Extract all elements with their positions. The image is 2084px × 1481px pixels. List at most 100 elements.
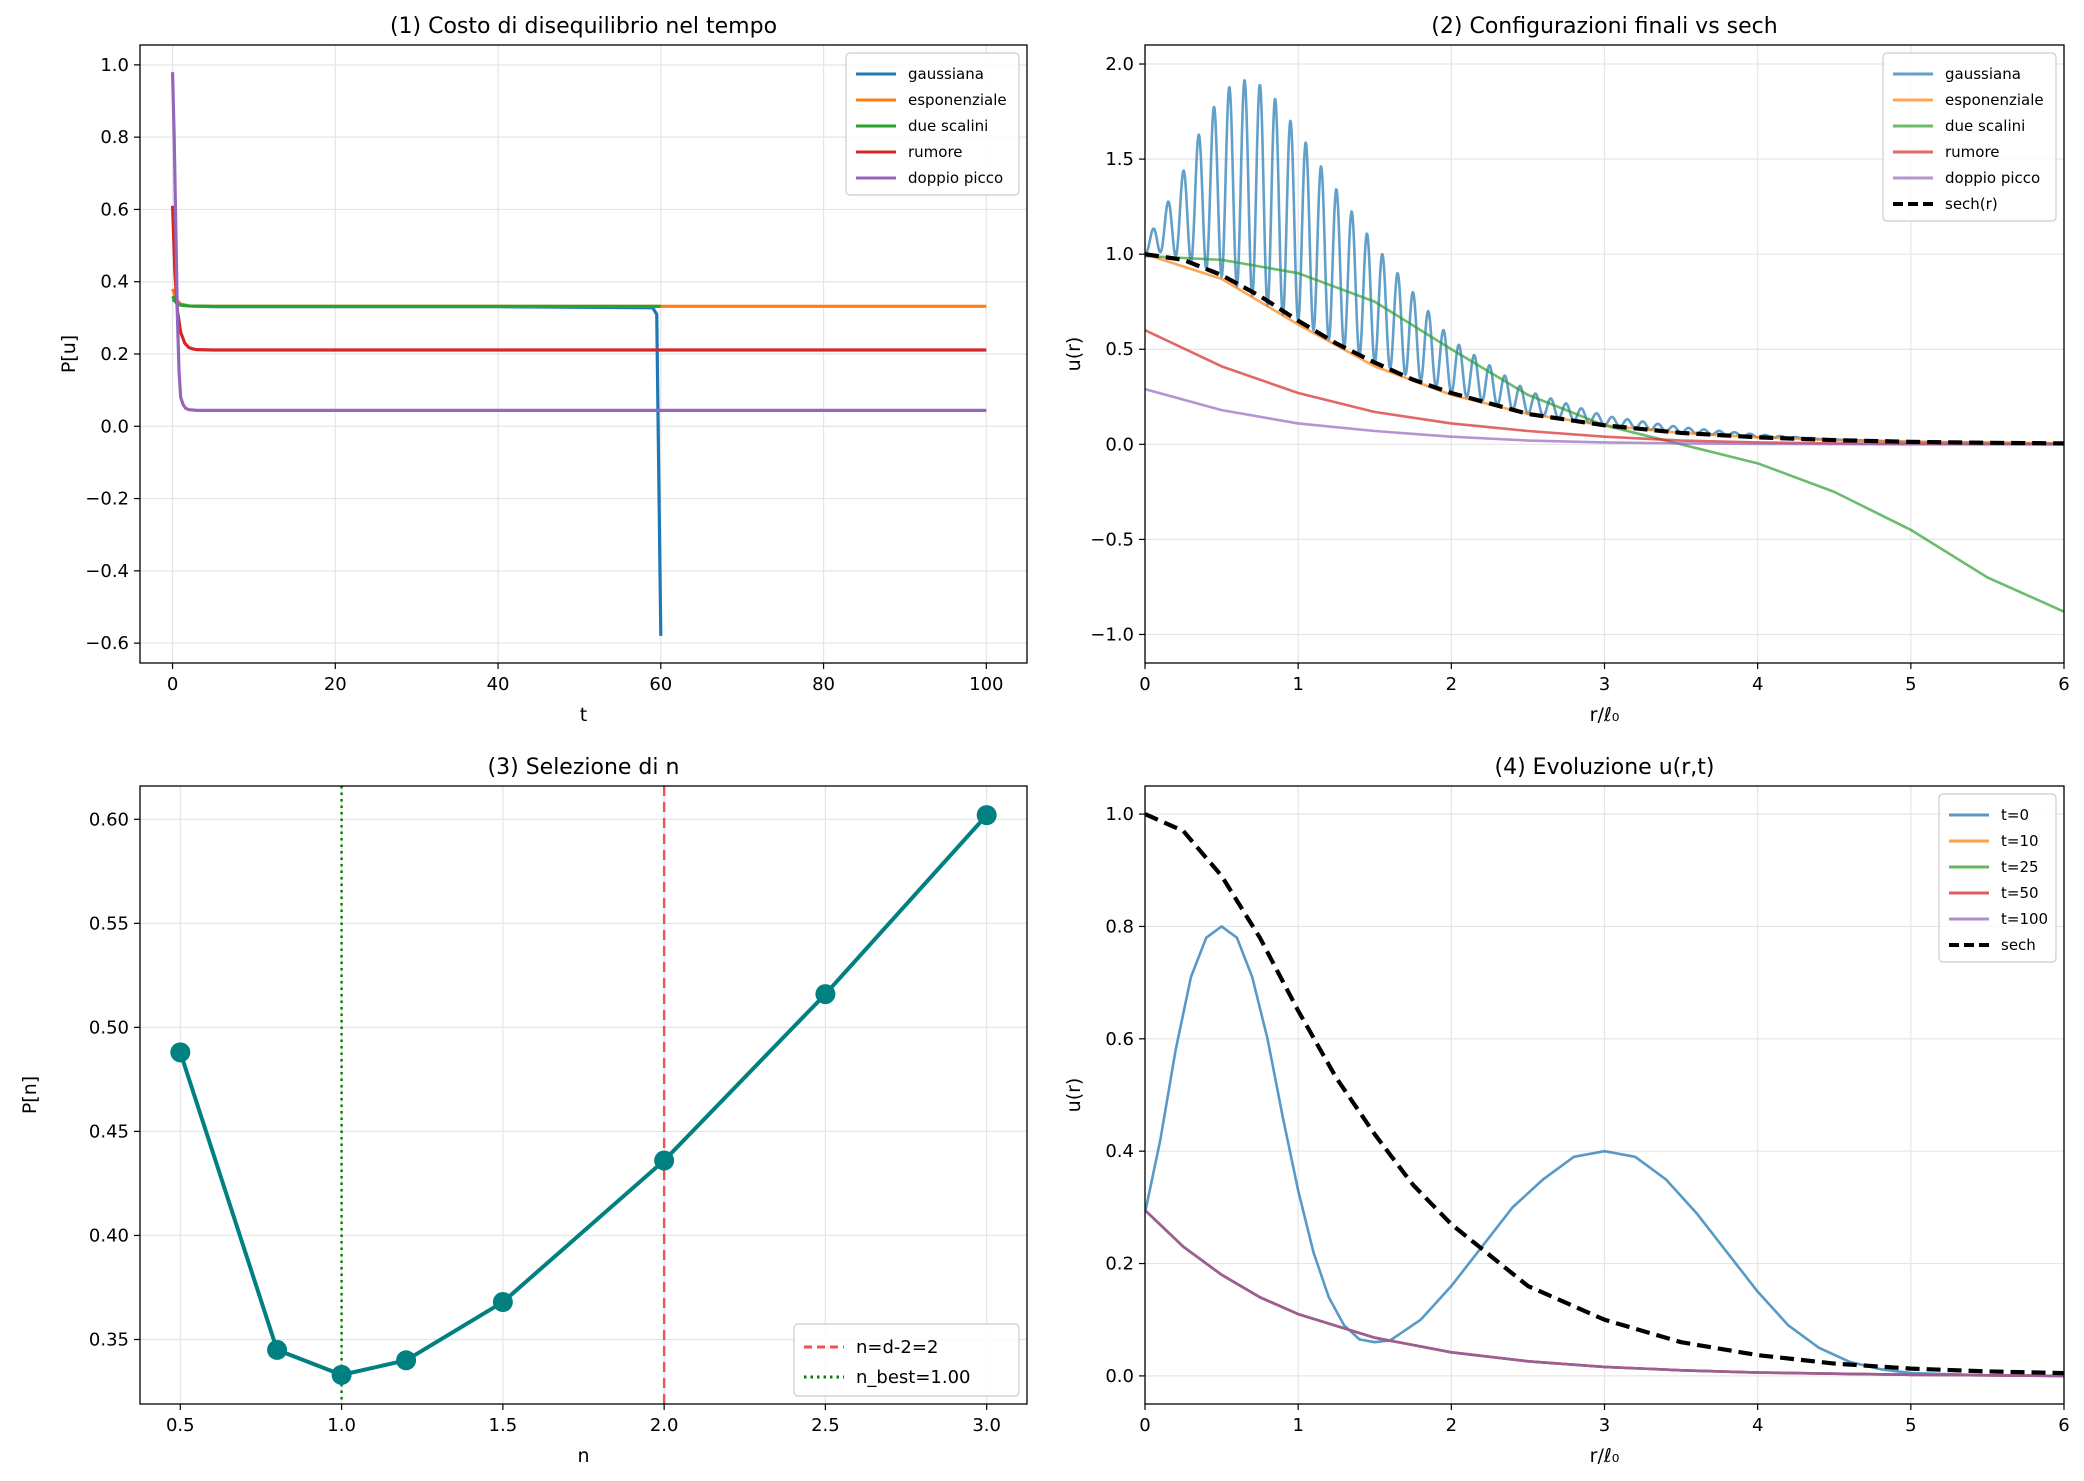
data-point: [267, 1339, 288, 1360]
plot-area: [1145, 812, 2064, 1378]
legend-label: t=10: [2001, 832, 2039, 850]
plot-area: [1145, 79, 2064, 613]
x-tick-label: 6: [2058, 1415, 2069, 1436]
x-tick-label: 3.0: [972, 1415, 1001, 1436]
y-tick-label: 0.6: [100, 199, 129, 220]
y-axis-label: P[n]: [19, 1076, 41, 1114]
legend: n=d-2=2 n_best=1.00: [793, 1323, 1020, 1397]
legend: gaussiana esponenziale due scalini rumore do…: [845, 52, 1020, 196]
y-tick-label: 0.4: [1105, 1141, 1134, 1162]
legend-label: gaussiana: [908, 65, 984, 83]
grid: [140, 786, 1027, 1404]
legend-label: t=50: [2001, 884, 2039, 902]
y-tick-label: 0.2: [100, 344, 129, 365]
x-tick-label: 100: [969, 674, 1003, 695]
chart-title: (3) Selezione di n: [488, 755, 680, 780]
y-tick-label: 0.5: [1105, 339, 1134, 360]
series-line: [1145, 252, 2064, 446]
legend-box: [793, 1323, 1020, 1397]
x-tick-label: 0: [1139, 674, 1150, 695]
legend: gaussiana esponenziale due scalini rumore do…: [1882, 52, 2057, 222]
y-axis-label: u(r): [1063, 337, 1085, 372]
y-tick-label: −0.5: [1090, 529, 1134, 550]
x-tick-label: 2: [1446, 1415, 1457, 1436]
x-tick-label: 3: [1599, 674, 1610, 695]
x-tick-label: 6: [2058, 674, 2069, 695]
legend-label: gaussiana: [1945, 65, 2021, 83]
chart-p3: 0.5 1.0 1.5 2.0 2.5 3.0 0.35 0.40 0.45 0.50 0.55 0.…: [19, 755, 1028, 1467]
y-tick-label: 1.0: [1105, 804, 1134, 825]
legend-label: doppio picco: [1945, 169, 2040, 187]
series-line: [178, 813, 989, 1377]
chart-p2: 0 1 2 3 4 5 6 −1.0 −0.5 0.0 0.5 1.0 1.5 2.0 (2) Config…: [1063, 14, 2070, 726]
x-tick-label: 0: [167, 674, 178, 695]
y-axis-label: P[u]: [58, 335, 80, 373]
y-tick-label: 0.0: [100, 416, 129, 437]
legend-label: esponenziale: [1945, 91, 2044, 109]
x-tick-label: 2: [1446, 674, 1457, 695]
legend-label: n_best=1.00: [856, 1367, 971, 1388]
axes-frame: [139, 44, 1028, 664]
x-axis-label: t: [580, 704, 587, 726]
x-tick-label: 80: [812, 674, 835, 695]
chart-title: (2) Configurazioni finali vs sech: [1431, 14, 1777, 39]
y-tick-label: 1.0: [1105, 244, 1134, 265]
x-tick-label: 60: [649, 674, 672, 695]
x-tick-label: 3: [1599, 1415, 1610, 1436]
x-tick-label: 5: [1905, 674, 1916, 695]
x-tick-label: 4: [1752, 1415, 1763, 1436]
x-tick-label: 4: [1752, 674, 1763, 695]
series-line: [1145, 925, 2064, 1378]
y-tick-label: 1.5: [1105, 149, 1134, 170]
legend-label: t=25: [2001, 858, 2039, 876]
data-point: [396, 1350, 417, 1371]
y-tick-label: 0.6: [1105, 1029, 1134, 1050]
x-tick-label: 5: [1905, 1415, 1916, 1436]
x-tick-label: 1.5: [489, 1415, 518, 1436]
y-axis-label: u(r): [1063, 1078, 1085, 1113]
legend-label: n=d-2=2: [856, 1337, 938, 1358]
legend-label: rumore: [1945, 143, 2000, 161]
x-tick-label: 0: [1139, 1415, 1150, 1436]
legend-box: [845, 52, 1020, 196]
x-axis-label: n: [577, 1445, 589, 1467]
legend-label: sech: [2001, 936, 2036, 954]
legend-label: sech(r): [1945, 195, 1998, 213]
axes-frame: [139, 785, 1028, 1405]
data-point: [331, 1364, 352, 1385]
y-tick-label: 0.8: [1105, 916, 1134, 937]
legend-label: rumore: [908, 143, 963, 161]
y-tick-label: 0.55: [89, 913, 129, 934]
legend-box: [1938, 793, 2057, 963]
y-tick-label: 1.0: [100, 55, 129, 76]
x-tick-label: 1.0: [327, 1415, 356, 1436]
x-tick-label: 40: [487, 674, 510, 695]
x-tick-label: 1: [1292, 674, 1303, 695]
legend-label: due scalini: [908, 117, 988, 135]
y-tick-label: 0.50: [89, 1017, 129, 1038]
y-tick-label: 0.0: [1105, 434, 1134, 455]
y-tick-label: 0.35: [89, 1329, 129, 1350]
legend-label: esponenziale: [908, 91, 1007, 109]
legend-label: t=100: [2001, 910, 2048, 928]
chart-p1: 0 20 40 60 80 100 −0.6 −0.4 −0.2 0.0 0.2 0.4 0.6 0.8 1…: [58, 14, 1028, 726]
x-tick-label: 2.5: [811, 1415, 840, 1436]
x-tick-label: 0.5: [166, 1415, 195, 1436]
legend: t=0 t=10 t=25 t=50 t=100 sech: [1938, 793, 2057, 963]
y-tick-label: 0.4: [100, 272, 129, 293]
y-tick-label: 0.40: [89, 1225, 129, 1246]
y-tick-label: −0.4: [85, 561, 129, 582]
series-line: [170, 205, 987, 352]
y-tick-label: −1.0: [1090, 624, 1134, 645]
series-line: [1145, 1209, 2064, 1378]
x-tick-label: 20: [324, 674, 347, 695]
series-line: [1145, 812, 2064, 1376]
y-tick-label: 0.8: [100, 127, 129, 148]
plot-area: [170, 72, 987, 636]
x-axis-label: r/ℓ₀: [1590, 1445, 1620, 1467]
axes-frame: [1144, 44, 2065, 664]
y-tick-label: 0.2: [1105, 1254, 1134, 1275]
data-point: [815, 984, 836, 1005]
legend-label: doppio picco: [908, 169, 1003, 187]
